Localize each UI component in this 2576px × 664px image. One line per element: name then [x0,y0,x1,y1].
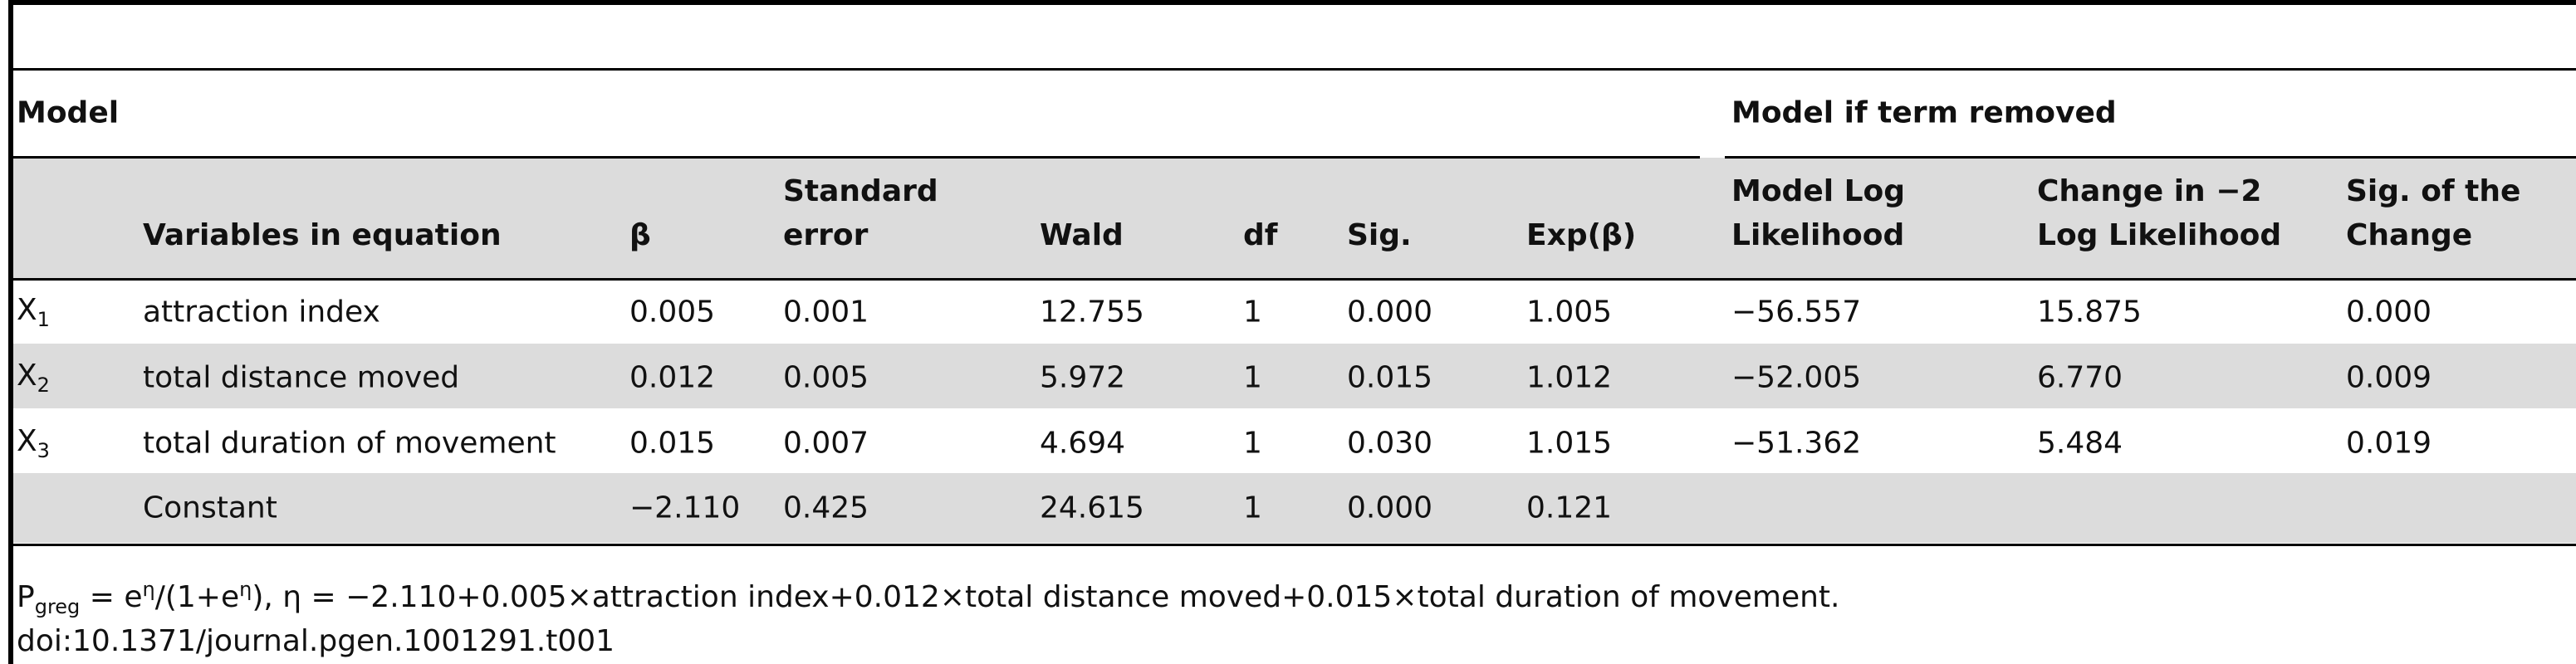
row-label-sub: 1 [37,308,50,332]
table-cell: 1.015 [1526,426,1613,461]
footnote-text: /(1+e [154,580,240,614]
column-header: Variables in equation [143,218,502,252]
row-label: X1 [17,293,50,331]
table-cell: 0.019 [2346,426,2432,461]
table-cell: 0.121 [1526,491,1613,525]
footnote-text: ), η = −2.110+0.005×attraction index+0.0… [252,580,1840,614]
top-rule [13,0,2576,5]
column-header: β [629,218,651,252]
table-cell: −56.557 [1731,295,1862,330]
table-cell: 0.015 [1347,360,1433,395]
table-cell: 0.012 [629,360,716,395]
row-label: X3 [17,424,50,462]
table-cell: 24.615 [1040,491,1144,525]
table-cell: 0.007 [783,426,869,461]
doi: doi:10.1371/journal.pgen.1001291.t001 [17,624,615,658]
table-cell: 6.770 [2037,360,2123,395]
table-cell: 5.972 [1040,360,1126,395]
table-cell: 4.694 [1040,426,1126,461]
rule [13,278,2576,281]
table-cell: 1.012 [1526,360,1613,395]
table-cell: 0.005 [629,295,716,330]
row-label-sub: 2 [37,374,50,398]
table-cell: 0.000 [1347,295,1433,330]
footnote: Pgreg = eη/(1+eη), η = −2.110+0.005×attr… [17,578,1839,618]
row-label-base: X [17,423,37,458]
row-label-base: X [17,292,37,327]
column-header: Exp(β) [1526,218,1637,252]
column-header: Standard error [783,174,938,252]
column-header: Change in −2 Log Likelihood [2037,174,2282,252]
table-cell: 0.015 [629,426,716,461]
table-cell: total duration of movement [143,426,556,461]
table-cell: −52.005 [1731,360,1862,395]
table-cell: attraction index [143,295,380,330]
table-cell: 1.005 [1526,295,1613,330]
table-cell: 0.001 [783,295,869,330]
table-cell: total distance moved [143,360,460,395]
rule [13,156,1700,159]
header-band [13,158,2576,279]
rule [13,544,2576,546]
table-cell: 1 [1243,295,1262,330]
rule [1725,156,2576,159]
row-label-base: X [17,358,37,393]
column-header: Wald [1040,218,1124,252]
group-header: Model if term removed [1731,95,2117,130]
table-cell: 1 [1243,360,1262,395]
table-cell: 5.484 [2037,426,2123,461]
row-band [13,344,2576,408]
table-cell: −51.362 [1731,426,1862,461]
column-header: df [1243,218,1278,252]
table-cell: 0.000 [1347,491,1433,525]
table-cell: Constant [143,491,277,525]
row-band [13,473,2576,543]
table-cell: 15.875 [2037,295,2142,330]
footnote-text: greg [34,595,81,619]
left-border [8,0,13,664]
group-header: Model [17,95,120,130]
column-header: Model Log Likelihood [1731,174,1906,252]
table-cell: 0.005 [783,360,869,395]
table-cell: 0.030 [1347,426,1433,461]
footnote-text: η [142,578,155,601]
rule [13,68,2576,71]
table-cell: −2.110 [629,491,741,525]
table-cell: 1 [1243,491,1262,525]
table-cell: 12.755 [1040,295,1144,330]
table-cell: 0.000 [2346,295,2432,330]
footnote-text: P [17,580,35,614]
footnote-text: η [239,578,252,601]
table-cell: 0.425 [783,491,869,525]
row-label: X2 [17,359,50,397]
footnote-text: = e [80,580,143,614]
table-cell: 0.009 [2346,360,2432,395]
column-header: Sig. [1347,218,1412,252]
column-header: Sig. of the Change [2346,174,2521,252]
row-label-sub: 3 [37,439,50,463]
table-cell: 1 [1243,426,1262,461]
